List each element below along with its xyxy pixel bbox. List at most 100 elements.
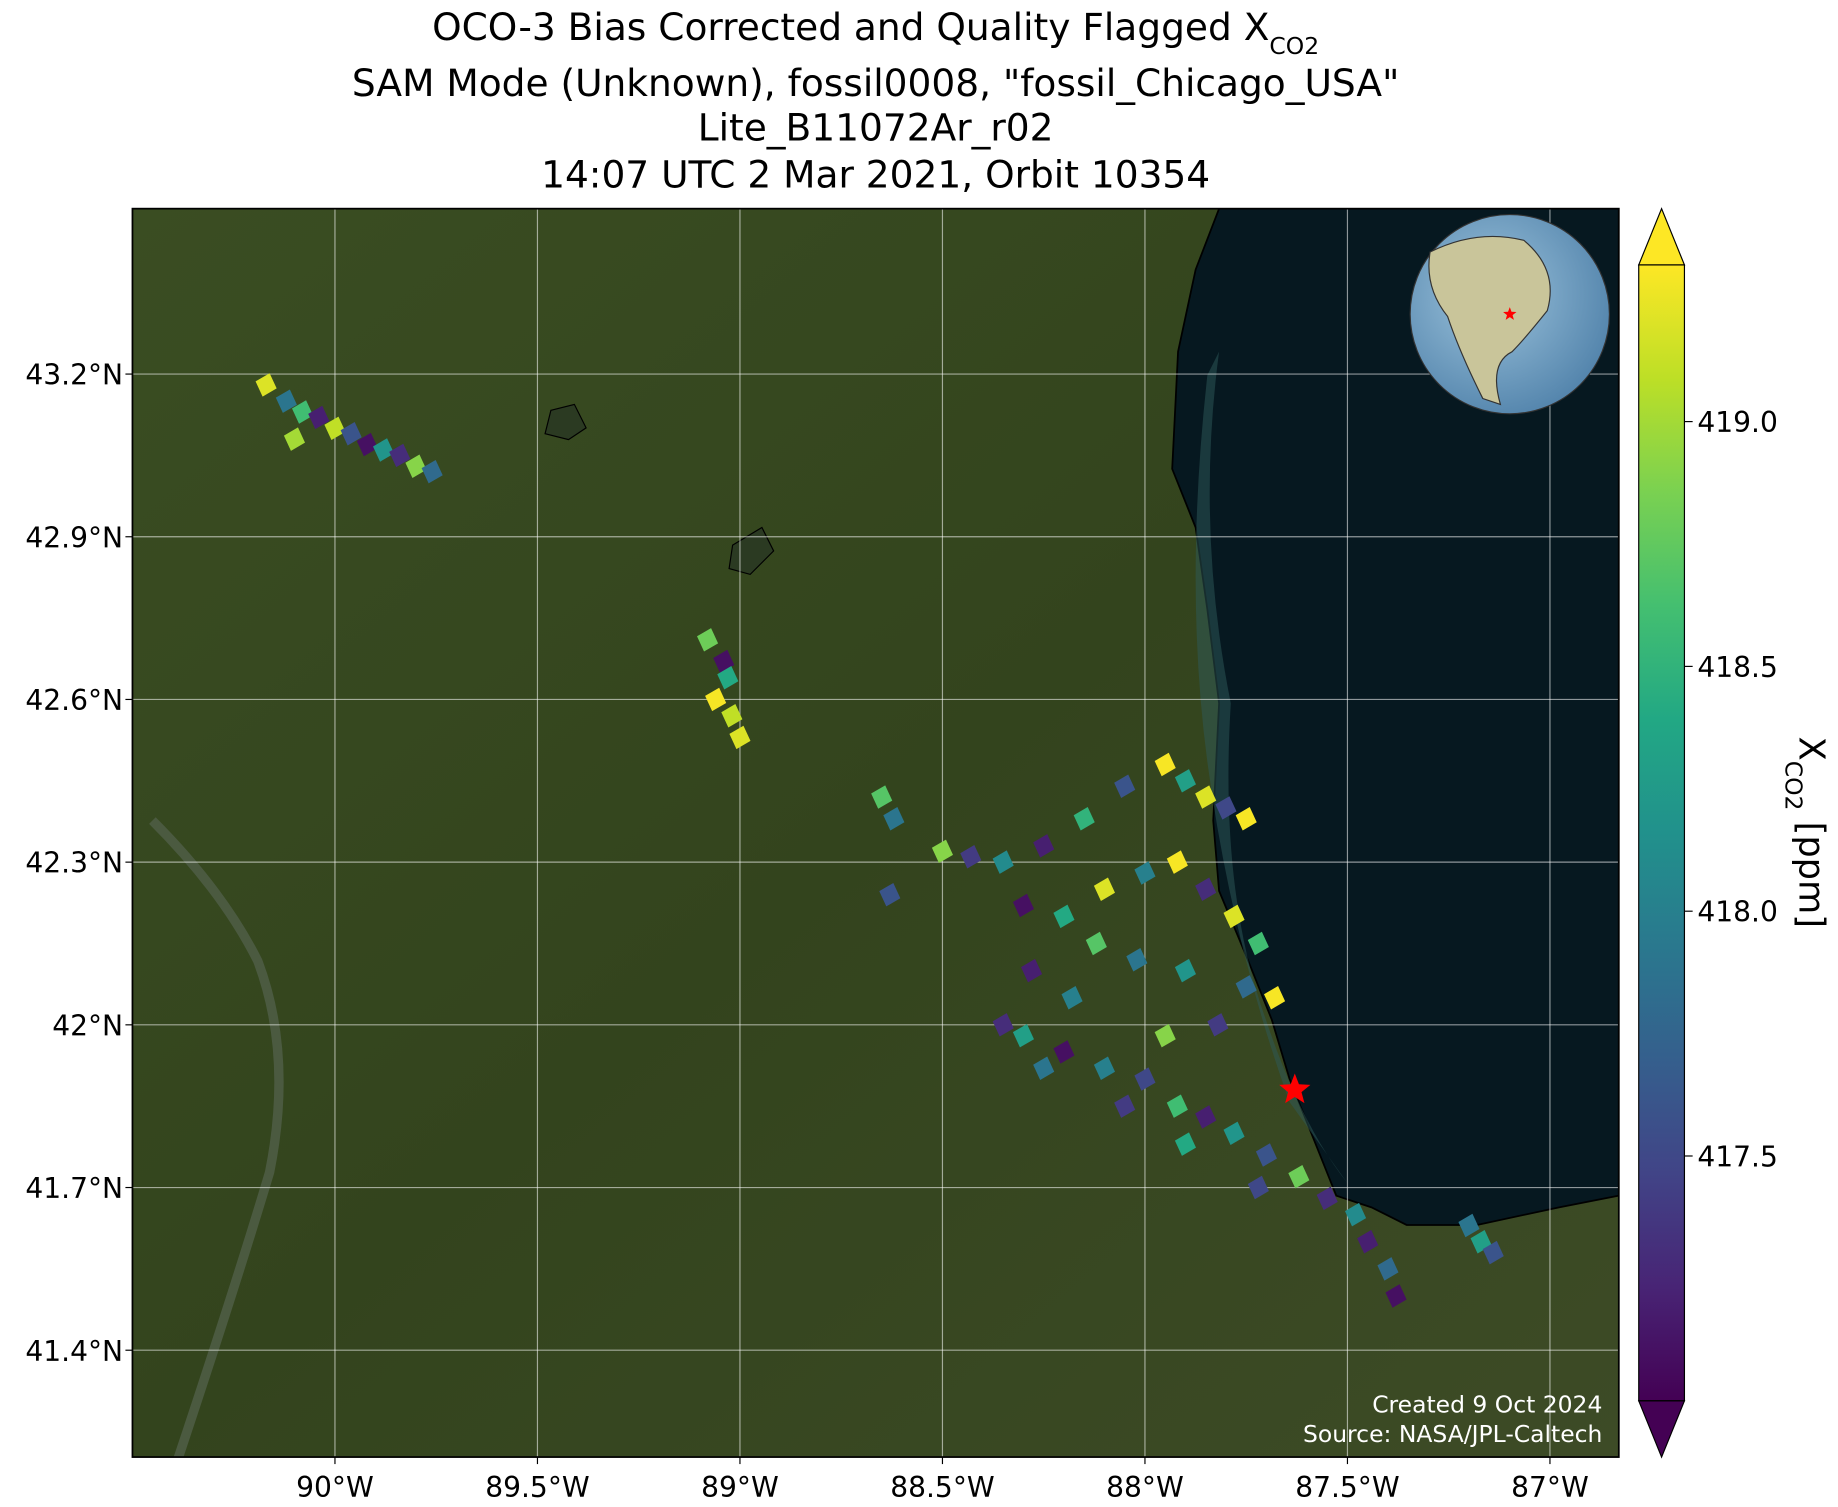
sounding bbox=[356, 432, 378, 457]
x-tick-label: 87°W bbox=[1511, 1471, 1589, 1504]
sounding bbox=[283, 427, 306, 451]
sounding bbox=[1223, 1121, 1245, 1146]
sounding bbox=[992, 1013, 1014, 1037]
colorbar-label-unit: [ppm] bbox=[1790, 822, 1831, 928]
sounding bbox=[1114, 1094, 1136, 1118]
small-lakes bbox=[544, 403, 775, 576]
title-line3: Lite_B11072Ar_r02 bbox=[698, 106, 1054, 150]
sounding bbox=[1207, 1013, 1229, 1037]
sounding bbox=[1012, 893, 1035, 918]
sounding bbox=[1033, 834, 1055, 858]
title-subscript: CO2 bbox=[1269, 32, 1319, 60]
sounding bbox=[1357, 1230, 1379, 1254]
x-tick-label: 89.5°W bbox=[485, 1471, 590, 1504]
sounding bbox=[1033, 1056, 1055, 1080]
sounding bbox=[1458, 1213, 1480, 1238]
y-tick-label: 42.6°N bbox=[25, 684, 123, 717]
sounding bbox=[1316, 1186, 1338, 1211]
y-tick-label: 41.4°N bbox=[25, 1335, 123, 1368]
sounding bbox=[1247, 1175, 1269, 1200]
sounding bbox=[931, 839, 954, 864]
sounding bbox=[713, 649, 735, 674]
x-tick-label: 89°W bbox=[701, 1471, 779, 1504]
sounding bbox=[1195, 785, 1217, 809]
globe-land bbox=[1428, 235, 1551, 406]
colorbar-tick-label: 419.0 bbox=[1697, 406, 1778, 439]
sounding bbox=[721, 703, 743, 728]
y-tick-label: 41.7°N bbox=[25, 1172, 123, 1205]
colorbar-tick-label: 418.0 bbox=[1697, 896, 1778, 929]
sounding bbox=[1385, 1284, 1407, 1308]
sounding bbox=[1053, 1040, 1075, 1064]
site-marker bbox=[1279, 1073, 1311, 1104]
sounding bbox=[1377, 1257, 1399, 1281]
y-tick-label: 42°N bbox=[52, 1009, 123, 1042]
x-tick-label: 88°W bbox=[1106, 1471, 1184, 1504]
sounding bbox=[1134, 1067, 1156, 1091]
sounding bbox=[1114, 774, 1136, 798]
title-text: OCO-3 Bias Corrected and Quality Flagged… bbox=[432, 5, 1269, 49]
sounding bbox=[1012, 1023, 1035, 1048]
sounding bbox=[292, 400, 314, 424]
x-tick-label: 88.5°W bbox=[890, 1471, 995, 1504]
credit: Source: NASA/JPL-Caltech bbox=[1303, 1420, 1602, 1448]
sounding bbox=[308, 405, 330, 430]
globe-site-marker bbox=[1503, 307, 1517, 320]
title-line2: SAM Mode (Unknown), fossil0008, "fossil_… bbox=[352, 61, 1399, 105]
sounding bbox=[1061, 985, 1083, 1010]
sounding bbox=[1134, 861, 1156, 885]
sounding bbox=[1154, 752, 1176, 777]
sounding bbox=[697, 628, 719, 652]
sounding bbox=[1288, 1164, 1310, 1189]
x-tick-label: 90°W bbox=[296, 1471, 374, 1504]
title-line4: 14:07 UTC 2 Mar 2021, Orbit 10354 bbox=[541, 153, 1210, 197]
soundings bbox=[255, 373, 1504, 1308]
sounding bbox=[1264, 985, 1286, 1010]
map-frame bbox=[131, 207, 1620, 1458]
colorbar-extend-bottom bbox=[1637, 1400, 1686, 1459]
colorbar-tick-label: 418.5 bbox=[1697, 651, 1778, 684]
sounding bbox=[1215, 796, 1237, 820]
sounding bbox=[1235, 975, 1257, 999]
sounding bbox=[1154, 1023, 1176, 1048]
sounding bbox=[705, 687, 727, 712]
sounding bbox=[255, 373, 277, 397]
y-tick-label: 42.3°N bbox=[25, 847, 123, 880]
sounding bbox=[1482, 1240, 1504, 1265]
sounding bbox=[1255, 1143, 1278, 1167]
sounding bbox=[1345, 1202, 1367, 1227]
sounding bbox=[1073, 807, 1095, 831]
sounding bbox=[879, 882, 901, 907]
colorbar-extend-top bbox=[1637, 207, 1686, 266]
sounding bbox=[1223, 904, 1245, 929]
sounding bbox=[1053, 904, 1075, 929]
colorbar-label-space bbox=[1790, 810, 1831, 821]
lake-sediment bbox=[1195, 351, 1349, 1184]
sounding bbox=[960, 844, 982, 869]
sounding bbox=[1126, 948, 1148, 972]
sounding bbox=[1195, 1105, 1217, 1129]
colorbar-label: XCO2 [ppm] bbox=[1779, 737, 1831, 928]
sounding bbox=[717, 666, 739, 690]
colorbar-frame bbox=[1638, 264, 1686, 1402]
sounding bbox=[1093, 1056, 1116, 1080]
y-tick-label: 42.9°N bbox=[25, 521, 123, 554]
colorbar-label-subscript: CO2 bbox=[1779, 761, 1807, 811]
sounding bbox=[1093, 877, 1116, 901]
sounding bbox=[1247, 931, 1269, 956]
sounding bbox=[405, 454, 427, 478]
sounding bbox=[1174, 1132, 1197, 1156]
lake-michigan bbox=[1171, 208, 1619, 1226]
sounding bbox=[1085, 931, 1107, 956]
colorbar: XCO2 [ppm] 417.5 418.0 418.5 419.0 bbox=[1637, 207, 1831, 1459]
colorbar-tick-label: 417.5 bbox=[1697, 1141, 1778, 1174]
sounding bbox=[275, 389, 297, 413]
title-line1: OCO-3 Bias Corrected and Quality Flagged… bbox=[432, 5, 1319, 60]
sounding bbox=[871, 785, 893, 809]
basemap bbox=[132, 208, 1619, 1458]
x-tick-label: 87.5°W bbox=[1295, 1471, 1399, 1504]
sounding bbox=[883, 807, 905, 831]
sounding bbox=[1166, 1094, 1188, 1118]
colorbar-label-text: X bbox=[1790, 737, 1831, 761]
